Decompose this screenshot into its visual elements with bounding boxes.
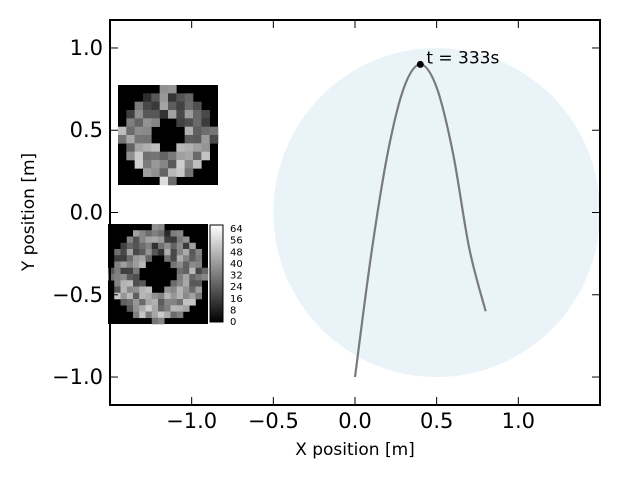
colorbar-tick-label: 0 xyxy=(230,317,236,328)
x-tick-label: −1.0 xyxy=(166,409,217,433)
x-tick-label: −0.5 xyxy=(248,409,299,433)
x-tick-label: 1.0 xyxy=(502,409,535,433)
x-axis-label: X position [m] xyxy=(295,440,415,460)
y-tick-label: −0.5 xyxy=(52,283,103,307)
colorbar-tick-label: 32 xyxy=(230,271,243,282)
circle-layer xyxy=(273,47,600,378)
inset-heatmap-bottom xyxy=(108,224,209,325)
inset-heatmap-top xyxy=(118,85,219,186)
x-tick-label: 0.0 xyxy=(338,409,371,433)
y-tick-label: 1.0 xyxy=(70,36,103,60)
x-tick-label: 0.5 xyxy=(420,409,453,433)
colorbar-tick-label: 40 xyxy=(230,259,243,270)
marker-layer: t = 333s xyxy=(416,48,499,68)
colorbar-tick-label: 56 xyxy=(230,236,243,247)
tick-layer: −1.0 −0.5 0.0 0.5 1.0 −1.0 −0.5 0.0 0.5 1.0 xyxy=(52,20,600,433)
y-tick-label: 0.0 xyxy=(70,201,103,225)
colorbar-tick-label: 64 xyxy=(230,224,243,235)
colorbar-tick-label: 24 xyxy=(230,282,243,293)
y-axis-label: Y position [m] xyxy=(19,153,39,272)
colorbar-tick-label: 48 xyxy=(230,247,243,258)
colorbar-tick-label: 16 xyxy=(230,294,243,305)
colorbar-tick-label: 8 xyxy=(230,305,236,316)
y-tick-label: 0.5 xyxy=(70,118,103,142)
domain-circle xyxy=(273,47,600,378)
time-annotation: t = 333s xyxy=(426,48,499,68)
y-tick-label: −1.0 xyxy=(52,365,103,389)
colorbar xyxy=(209,224,224,323)
time-marker xyxy=(416,60,424,68)
